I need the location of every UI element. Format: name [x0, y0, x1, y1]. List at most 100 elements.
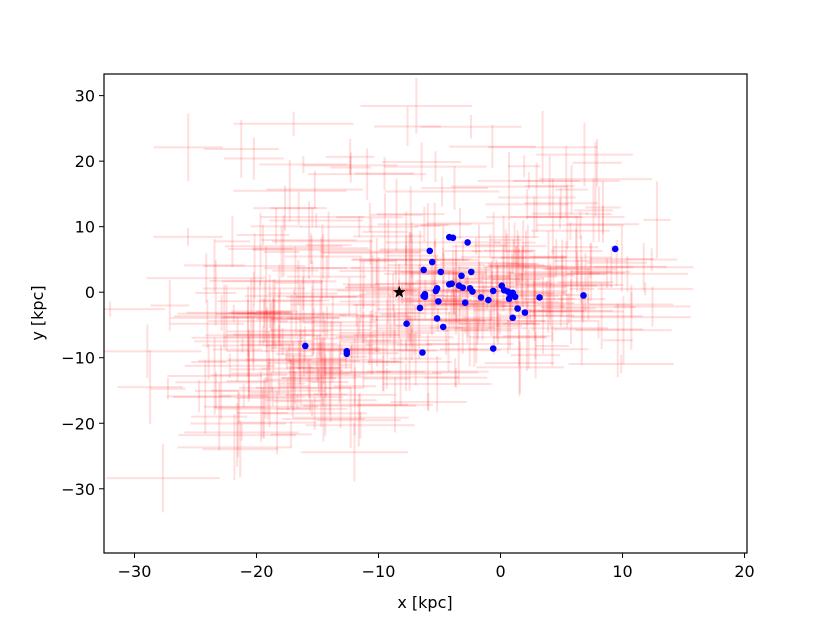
error-bar: [339, 313, 377, 360]
error-bar: [373, 106, 442, 147]
error-bar: [376, 316, 440, 341]
error-bar: [447, 310, 536, 337]
error-bar: [486, 196, 583, 238]
error-bar: [227, 280, 293, 346]
error-bar: [510, 332, 561, 379]
error-bar: [248, 378, 328, 411]
error-bar: [421, 249, 491, 291]
error-bar: [300, 422, 408, 482]
error-bar: [208, 285, 288, 357]
error-bar: [468, 329, 589, 369]
error-bar: [385, 224, 501, 260]
error-bar: [459, 313, 540, 335]
error-bar: [550, 216, 603, 286]
error-bar: [265, 373, 377, 427]
error-bar: [272, 246, 319, 295]
data-point: [433, 315, 441, 322]
error-bar: [417, 280, 485, 328]
error-bar: [259, 327, 306, 356]
error-bar: [493, 222, 536, 263]
data-point: [449, 234, 457, 242]
error-bar: [202, 420, 278, 478]
error-bar: [297, 308, 330, 354]
error-bar: [569, 257, 595, 321]
error-bar: [319, 310, 422, 360]
error-bar: [401, 261, 463, 336]
error-bar: [265, 341, 320, 418]
error-bar: [202, 271, 306, 306]
error-bar: [292, 387, 409, 449]
error-bar: [566, 205, 640, 244]
error-bar: [278, 306, 376, 338]
error-bar: [226, 297, 320, 373]
error-bar: [233, 111, 354, 136]
data-point: [489, 345, 497, 352]
error-bar: [256, 299, 292, 324]
error-bar: [167, 380, 232, 413]
error-bar: [184, 353, 275, 379]
error-bar: [554, 243, 627, 279]
error-bar: [420, 115, 522, 139]
error-bar: [487, 253, 537, 274]
error-bar: [473, 234, 507, 257]
error-bar: [302, 335, 343, 406]
error-bar: [339, 259, 453, 283]
error-bar: [316, 393, 401, 447]
error-bar: [278, 362, 309, 411]
error-bar: [536, 211, 625, 239]
error-bar: [477, 273, 567, 301]
error-bar: [542, 293, 596, 324]
error-bar: [359, 238, 395, 285]
error-bar: [353, 363, 459, 391]
error-bar: [203, 119, 279, 179]
error-bar: [227, 349, 346, 370]
error-bar: [287, 320, 376, 379]
x-axis-ticks: −30 −20 −10 0 10 20: [118, 553, 755, 581]
error-bar: [324, 355, 442, 392]
error-bar: [555, 164, 588, 215]
error-bar: [230, 336, 267, 402]
error-bar: [401, 263, 438, 305]
error-bar: [211, 361, 326, 420]
y-axis-label: y [kpc]: [28, 285, 47, 340]
error-bar: [175, 345, 267, 420]
error-bar: [210, 351, 287, 399]
error-bar: [554, 320, 643, 339]
error-bar: [226, 331, 312, 371]
error-bar: [316, 289, 410, 344]
error-bar: [310, 311, 417, 388]
error-bar: [465, 265, 529, 342]
error-bar: [224, 215, 343, 278]
error-bar: [205, 326, 322, 345]
error-bar: [270, 191, 327, 225]
error-bar: [572, 138, 622, 187]
x-tick-label: −20: [240, 562, 274, 581]
error-bar: [471, 215, 536, 288]
error-bar: [518, 278, 624, 345]
error-bar: [231, 278, 272, 349]
error-bar: [449, 124, 536, 169]
error-bar: [491, 245, 541, 314]
y-tick-label: −10: [61, 349, 95, 368]
error-bar: [286, 280, 357, 314]
error-bar: [184, 238, 245, 293]
error-bar: [235, 293, 357, 335]
error-bar: [236, 387, 289, 439]
error-bar: [526, 178, 580, 255]
data-point: [403, 320, 410, 327]
data-point: [448, 280, 456, 287]
error-bar: [395, 291, 444, 360]
error-bar: [500, 239, 612, 276]
error-bar: [240, 307, 294, 383]
error-bar: [378, 236, 434, 266]
x-tick-label: −30: [118, 562, 152, 581]
error-bar: [220, 289, 339, 347]
error-bar: [389, 331, 442, 386]
error-bar: [524, 187, 598, 219]
error-bar: [213, 392, 265, 423]
error-bar: [313, 366, 348, 422]
error-bar: [468, 320, 548, 354]
error-bar: [304, 311, 343, 334]
